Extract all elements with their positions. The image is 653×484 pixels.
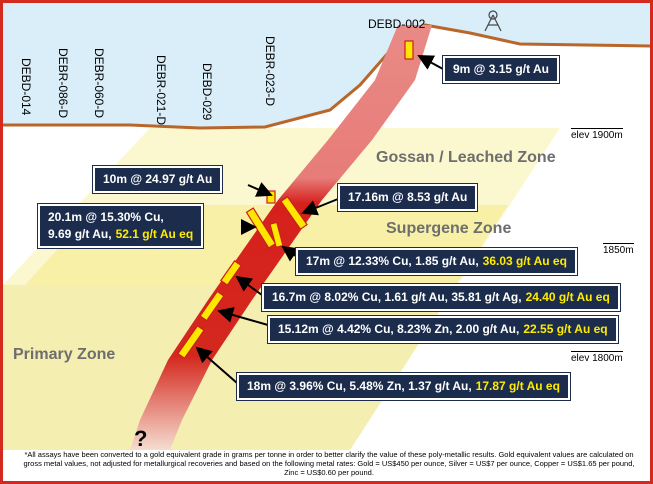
drill-hole-label: DEBR-086-D bbox=[56, 48, 70, 119]
callout-line: 17m @ 12.33% Cu, 1.85 g/t Au, 36.03 g/t A… bbox=[306, 253, 567, 270]
footnote: *All assays have been converted to a gol… bbox=[23, 450, 635, 477]
sky bbox=[3, 3, 650, 128]
callout-text: 16.7m @ 8.02% Cu, 1.61 g/t Au, 35.81 g/t… bbox=[272, 290, 522, 304]
drill-hole-label: DEBD-029 bbox=[200, 63, 214, 121]
callout-line: 18m @ 3.96% Cu, 5.48% Zn, 1.37 g/t Au, 17… bbox=[247, 378, 560, 395]
callout-text: 18m @ 3.96% Cu, 5.48% Zn, 1.37 g/t Au, bbox=[247, 379, 472, 393]
callout-box: 15.12m @ 4.42% Cu, 8.23% Zn, 2.00 g/t Au… bbox=[267, 315, 619, 344]
callout-line: 15.12m @ 4.42% Cu, 8.23% Zn, 2.00 g/t Au… bbox=[278, 321, 608, 338]
callout-highlight: 24.40 g/t Au eq bbox=[525, 290, 610, 304]
callout-box: 16.7m @ 8.02% Cu, 1.61 g/t Au, 35.81 g/t… bbox=[261, 283, 621, 312]
callout-highlight: 52.1 g/t Au eq bbox=[115, 227, 194, 241]
callout-text: 10m @ 24.97 g/t Au bbox=[103, 172, 213, 186]
callout-text: 17m @ 12.33% Cu, 1.85 g/t Au, bbox=[306, 254, 479, 268]
callout-line: 9m @ 3.15 g/t Au bbox=[453, 61, 549, 78]
callout-highlight: 22.55 g/t Au eq bbox=[523, 322, 608, 336]
callout-line: 17.16m @ 8.53 g/t Au bbox=[348, 189, 467, 206]
callout-highlight: 36.03 g/t Au eq bbox=[482, 254, 567, 268]
zone-label: Primary Zone bbox=[13, 346, 116, 363]
callout-text: 9m @ 3.15 g/t Au bbox=[453, 62, 549, 76]
elevation-label: elev 1800m bbox=[571, 351, 623, 364]
callout-text: 15.12m @ 4.42% Cu, 8.23% Zn, 2.00 g/t Au… bbox=[278, 322, 520, 336]
unknown-marker: ? bbox=[134, 426, 148, 451]
callout-box: 17m @ 12.33% Cu, 1.85 g/t Au, 36.03 g/t A… bbox=[295, 247, 578, 276]
callout-highlight: 17.87 g/t Au eq bbox=[475, 379, 560, 393]
zone-label: Gossan / Leached Zone bbox=[376, 149, 556, 166]
elevation-label: elev 1900m bbox=[571, 128, 623, 141]
drill-hole-label: DEBR-021-D bbox=[154, 55, 168, 126]
drill-hole-label: DEBD-014 bbox=[19, 58, 33, 116]
callout-line: 20.1m @ 15.30% Cu, bbox=[48, 209, 193, 226]
callout-box: 20.1m @ 15.30% Cu, 9.69 g/t Au, 52.1 g/t A… bbox=[36, 203, 205, 249]
callout-line: 9.69 g/t Au, 52.1 g/t Au eq bbox=[48, 226, 193, 243]
callout-box: 17.16m @ 8.53 g/t Au bbox=[336, 183, 479, 212]
drill-hole-label: DEBD-002 bbox=[368, 17, 426, 31]
callout-text: 20.1m @ 15.30% Cu, bbox=[48, 210, 164, 224]
callout-line: 10m @ 24.97 g/t Au bbox=[103, 171, 212, 188]
callout-text: 9.69 g/t Au, bbox=[48, 227, 112, 241]
callout-box: 18m @ 3.96% Cu, 5.48% Zn, 1.37 g/t Au, 17… bbox=[236, 372, 571, 401]
drill-hole-label: DEBR-023-D bbox=[263, 36, 277, 107]
callout-box: 9m @ 3.15 g/t Au bbox=[442, 55, 560, 84]
drill-hole-label: DEBR-060-D bbox=[92, 48, 106, 119]
intercepts bbox=[177, 40, 414, 360]
topography bbox=[3, 23, 650, 130]
callout-text: 17.16m @ 8.53 g/t Au bbox=[348, 190, 468, 204]
arrows bbox=[195, 55, 444, 384]
headframe bbox=[484, 10, 502, 32]
callout-line: 16.7m @ 8.02% Cu, 1.61 g/t Au, 35.81 g/t… bbox=[272, 289, 610, 306]
elevation-label: 1850m bbox=[603, 243, 634, 256]
zone-label: Supergene Zone bbox=[386, 220, 512, 237]
callout-box: 10m @ 24.97 g/t Au bbox=[91, 165, 224, 194]
